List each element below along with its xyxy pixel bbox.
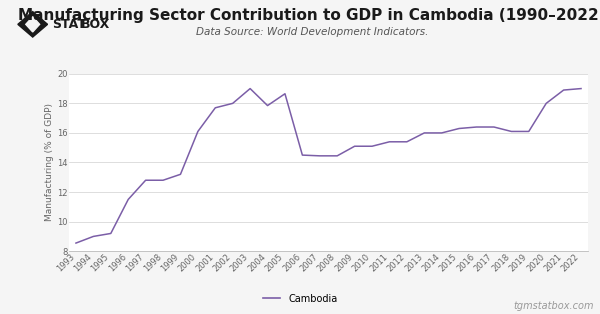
Text: BOX: BOX	[81, 18, 110, 31]
Text: Manufacturing Sector Contribution to GDP in Cambodia (1990–2022): Manufacturing Sector Contribution to GDP…	[18, 8, 600, 23]
Text: STAT: STAT	[53, 18, 86, 31]
Text: Data Source: World Development Indicators.: Data Source: World Development Indicator…	[196, 27, 428, 37]
Text: tgmstatbox.com: tgmstatbox.com	[514, 301, 594, 311]
Polygon shape	[26, 17, 40, 32]
Legend: Cambodia: Cambodia	[259, 290, 341, 308]
Y-axis label: Manufacturing (% of GDP): Manufacturing (% of GDP)	[45, 104, 54, 221]
Polygon shape	[18, 12, 47, 37]
